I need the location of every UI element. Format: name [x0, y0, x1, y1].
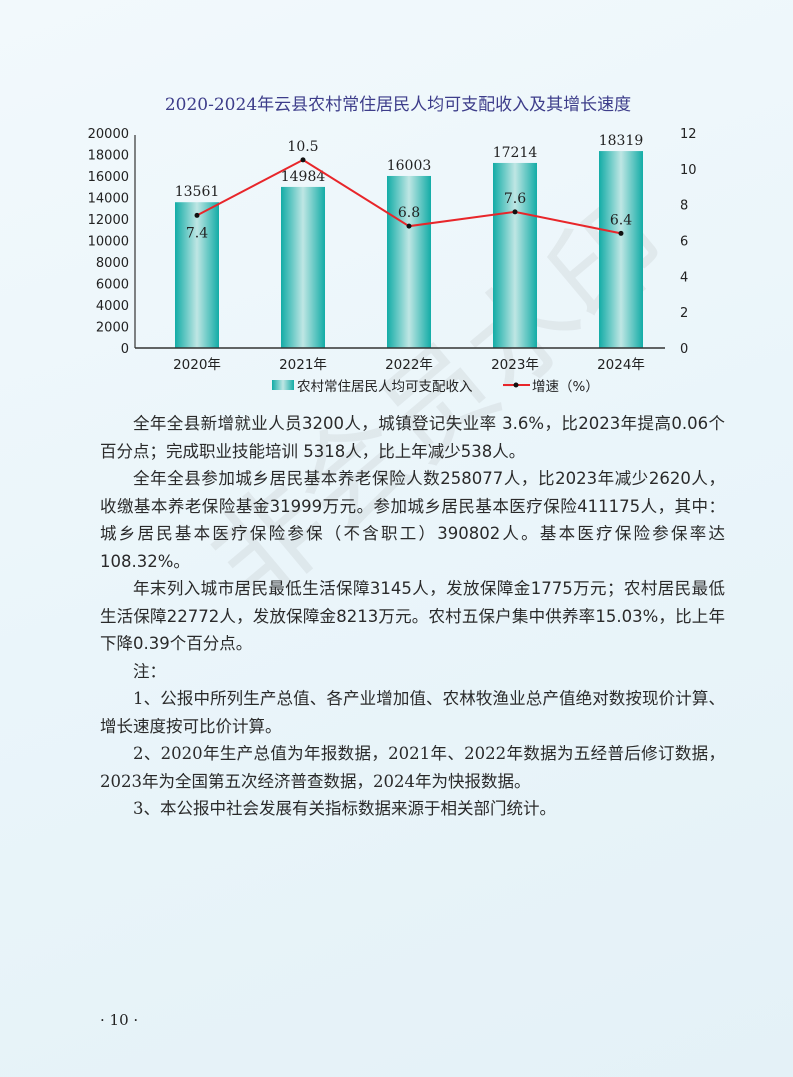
bar-2023年	[493, 162, 537, 348]
legend-line-marker	[513, 382, 519, 388]
left-tick-label: 12000	[88, 213, 129, 228]
notes-heading: 注：	[133, 661, 166, 681]
growth-value-label: 7.6	[504, 191, 526, 207]
bar-2024年	[599, 151, 643, 348]
bar-value-label: 14984	[281, 169, 326, 185]
right-tick-label: 12	[680, 127, 697, 142]
right-tick-label: 10	[680, 163, 697, 178]
legend-bar-swatch	[272, 380, 294, 390]
bar-2022年	[387, 175, 431, 348]
paragraph-insurance: 全年全县参加城乡居民基本养老保险人数258077人，比2023年减少2620人，…	[100, 469, 725, 571]
growth-value-label: 6.8	[398, 205, 420, 221]
bar-value-label: 17214	[493, 145, 538, 161]
body-text: 全年全县新增就业人员3200人，城镇登记失业率 3.6%，比2023年提高0.0…	[100, 410, 725, 823]
bar-2020年	[175, 202, 219, 348]
left-tick-label: 18000	[88, 149, 129, 164]
left-tick-label: 20000	[88, 127, 129, 142]
growth-point	[618, 230, 624, 236]
right-tick-label: 6	[680, 235, 688, 250]
page-number: · 10 ·	[100, 1011, 139, 1029]
growth-value-label: 10.5	[287, 139, 318, 155]
left-tick-label: 4000	[96, 299, 129, 314]
right-tick-label: 2	[680, 306, 688, 321]
legend-bar-label: 农村常住居民人均可支配收入	[297, 379, 473, 395]
x-tick-label: 2022年	[385, 357, 433, 373]
chart: 2020-2024年云县农村常住居民人均可支配收入及其增长速度 13561 149…	[88, 95, 697, 395]
paragraph-welfare: 年末列入城市居民最低生活保障3145人，发放保障金1775万元；农村居民最低生活…	[100, 579, 725, 653]
legend-line-label: 增速（%）	[532, 379, 599, 395]
note-2: 2、2020年生产总值为年报数据，2021年、2022年数据为五经普后修订数据，…	[100, 744, 725, 791]
growth-value-label: 7.4	[186, 225, 208, 241]
bar-value-label: 16003	[387, 158, 432, 174]
growth-point	[512, 209, 518, 215]
bar-value-label: 13561	[175, 184, 220, 200]
x-tick-label: 2021年	[279, 357, 327, 373]
right-tick-label: 4	[680, 270, 688, 285]
left-tick-label: 6000	[96, 278, 129, 293]
left-tick-label: 16000	[88, 170, 129, 185]
chart-title: 2020-2024年云县农村常住居民人均可支配收入及其增长速度	[165, 95, 631, 115]
x-tick-label: 2023年	[491, 357, 539, 373]
left-tick-label: 14000	[88, 192, 129, 207]
left-tick-label: 2000	[96, 321, 129, 336]
left-tick-label: 8000	[96, 256, 129, 271]
growth-point	[194, 212, 200, 218]
growth-point	[300, 157, 306, 163]
growth-point	[406, 223, 412, 229]
note-1: 1、公报中所列生产总值、各产业增加值、农林牧渔业总产值绝对数按现价计算、增长速度…	[100, 689, 725, 736]
paragraph-employment: 全年全县新增就业人员3200人，城镇登记失业率 3.6%，比2023年提高0.0…	[100, 414, 725, 461]
x-tick-label: 2024年	[597, 357, 645, 373]
note-3: 3、本公报中社会发展有关指标数据来源于相关部门统计。	[133, 799, 556, 818]
growth-value-label: 6.4	[610, 212, 632, 228]
left-tick-label: 0	[121, 342, 129, 357]
bar-value-label: 18319	[599, 133, 644, 149]
x-tick-label: 2020年	[173, 357, 221, 373]
left-tick-label: 10000	[88, 235, 129, 250]
bar-2021年	[281, 186, 325, 348]
right-tick-label: 0	[680, 342, 688, 357]
right-tick-label: 8	[680, 199, 688, 214]
